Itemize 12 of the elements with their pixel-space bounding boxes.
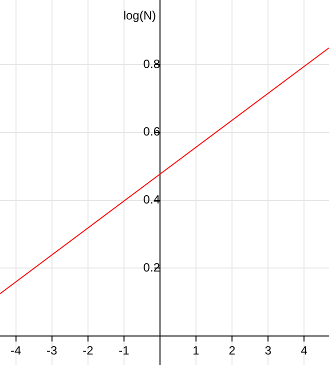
x-tick-label: -3 xyxy=(46,344,58,358)
x-tick-label: 1 xyxy=(192,344,200,358)
y-axis-title: log(N) xyxy=(123,8,156,22)
x-tick-label: -2 xyxy=(82,344,94,358)
y-tick-label: 0.2 xyxy=(143,260,160,275)
y-tick-label: 0.4 xyxy=(143,192,160,207)
x-tick-label: -1 xyxy=(118,344,130,358)
y-tick-label: 0.6 xyxy=(143,124,160,139)
x-tick-label: 3 xyxy=(264,344,272,358)
x-tick-label: 4 xyxy=(300,344,308,358)
x-tick-label: 2 xyxy=(228,344,236,358)
x-tick-label: -4 xyxy=(10,344,22,358)
